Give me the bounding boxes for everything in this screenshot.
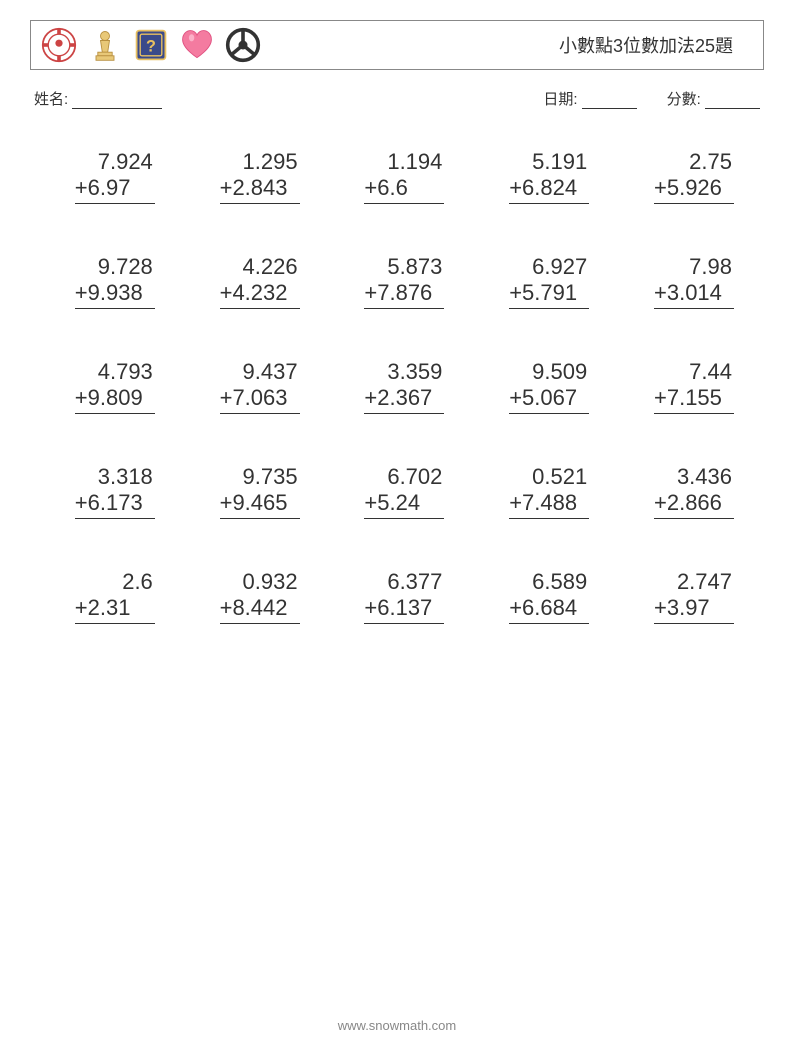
problem: 5.191+6.824	[484, 149, 599, 204]
problem-bottom: +7.876	[364, 280, 444, 309]
problem-top: 3.436	[677, 464, 734, 490]
problem: 2.75+5.926	[629, 149, 744, 204]
score-field: 分數:	[667, 88, 760, 109]
problem-top: 2.747	[677, 569, 734, 595]
problem: 9.437+7.063	[195, 359, 310, 414]
problem-bottom: +5.926	[654, 175, 734, 204]
name-label: 姓名:	[34, 91, 68, 108]
problem-top: 9.509	[532, 359, 589, 385]
problem-top: 9.735	[243, 464, 300, 490]
problem: 0.932+8.442	[195, 569, 310, 624]
problem-bottom: +3.014	[654, 280, 734, 309]
problem-top: 3.359	[387, 359, 444, 385]
problem-top: 6.927	[532, 254, 589, 280]
problem-bottom: +7.155	[654, 385, 734, 414]
problem-top: 9.728	[98, 254, 155, 280]
problem-top: 3.318	[98, 464, 155, 490]
problem: 9.509+5.067	[484, 359, 599, 414]
problem-bottom: +3.97	[654, 595, 734, 624]
problem-top: 9.437	[243, 359, 300, 385]
score-blank	[705, 94, 760, 109]
problems-grid: 7.924+6.97 1.295+2.843 1.194+6.6 5.191+6.82…	[30, 139, 764, 634]
problem: 7.98+3.014	[629, 254, 744, 309]
problem-top: 7.924	[98, 149, 155, 175]
problem: 6.377+6.137	[340, 569, 455, 624]
problem: 7.44+7.155	[629, 359, 744, 414]
problem: 2.747+3.97	[629, 569, 744, 624]
problem: 9.728+9.938	[50, 254, 165, 309]
problem-top: 0.932	[243, 569, 300, 595]
problem: 7.924+6.97	[50, 149, 165, 204]
problem-top: 5.191	[532, 149, 589, 175]
problem-top: 1.295	[243, 149, 300, 175]
poker-chip-icon	[41, 27, 77, 63]
problem-bottom: +2.31	[75, 595, 155, 624]
problem-bottom: +2.843	[220, 175, 300, 204]
date-blank	[582, 94, 637, 109]
problem-bottom: +9.465	[220, 490, 300, 519]
problem: 6.927+5.791	[484, 254, 599, 309]
problem: 3.359+2.367	[340, 359, 455, 414]
problem-bottom: +4.232	[220, 280, 300, 309]
problem-top: 4.226	[243, 254, 300, 280]
problem-top: 5.873	[387, 254, 444, 280]
problem-bottom: +5.067	[509, 385, 589, 414]
chess-pawn-icon	[87, 27, 123, 63]
name-field: 姓名:	[34, 88, 543, 109]
problem-bottom: +9.938	[75, 280, 155, 309]
problem-top: 4.793	[98, 359, 155, 385]
problem: 6.702+5.24	[340, 464, 455, 519]
date-field: 日期:	[543, 88, 636, 109]
problem-bottom: +2.866	[654, 490, 734, 519]
problem-top: 7.44	[689, 359, 734, 385]
icons-row: ?	[41, 27, 261, 63]
problem-top: 6.702	[387, 464, 444, 490]
problem: 6.589+6.684	[484, 569, 599, 624]
worksheet-title: 小數點3位數加法25題	[559, 32, 753, 58]
problem: 1.194+6.6	[340, 149, 455, 204]
heart-icon	[179, 27, 215, 63]
problem-bottom: +6.97	[75, 175, 155, 204]
problem: 4.226+4.232	[195, 254, 310, 309]
problem: 2.6+2.31	[50, 569, 165, 624]
problem-top: 6.377	[387, 569, 444, 595]
problem-bottom: +8.442	[220, 595, 300, 624]
problem-bottom: +6.137	[364, 595, 444, 624]
problem: 5.873+7.876	[340, 254, 455, 309]
problem-top: 2.6	[122, 569, 155, 595]
problem-bottom: +6.6	[364, 175, 444, 204]
question-card-icon: ?	[133, 27, 169, 63]
problem-top: 0.521	[532, 464, 589, 490]
problem-top: 6.589	[532, 569, 589, 595]
steering-wheel-icon	[225, 27, 261, 63]
problem-bottom: +6.684	[509, 595, 589, 624]
problem-top: 2.75	[689, 149, 734, 175]
problem: 1.295+2.843	[195, 149, 310, 204]
problem-bottom: +7.488	[509, 490, 589, 519]
header-box: ? 小數點3位數加法25題	[30, 20, 764, 70]
problem-top: 7.98	[689, 254, 734, 280]
problem-bottom: +7.063	[220, 385, 300, 414]
problem-bottom: +5.24	[364, 490, 444, 519]
problem: 4.793+9.809	[50, 359, 165, 414]
problem: 9.735+9.465	[195, 464, 310, 519]
date-label: 日期:	[543, 91, 577, 108]
svg-text:?: ?	[146, 37, 156, 55]
problem: 0.521+7.488	[484, 464, 599, 519]
problem: 3.318+6.173	[50, 464, 165, 519]
problem: 3.436+2.866	[629, 464, 744, 519]
problem-bottom: +5.791	[509, 280, 589, 309]
problem-bottom: +6.824	[509, 175, 589, 204]
problem-bottom: +9.809	[75, 385, 155, 414]
score-label: 分數:	[667, 91, 701, 108]
footer-url: www.snowmath.com	[0, 1018, 794, 1033]
problem-bottom: +6.173	[75, 490, 155, 519]
name-blank	[72, 94, 162, 109]
info-row: 姓名: 日期: 分數:	[30, 88, 764, 109]
problem-top: 1.194	[387, 149, 444, 175]
problem-bottom: +2.367	[364, 385, 444, 414]
